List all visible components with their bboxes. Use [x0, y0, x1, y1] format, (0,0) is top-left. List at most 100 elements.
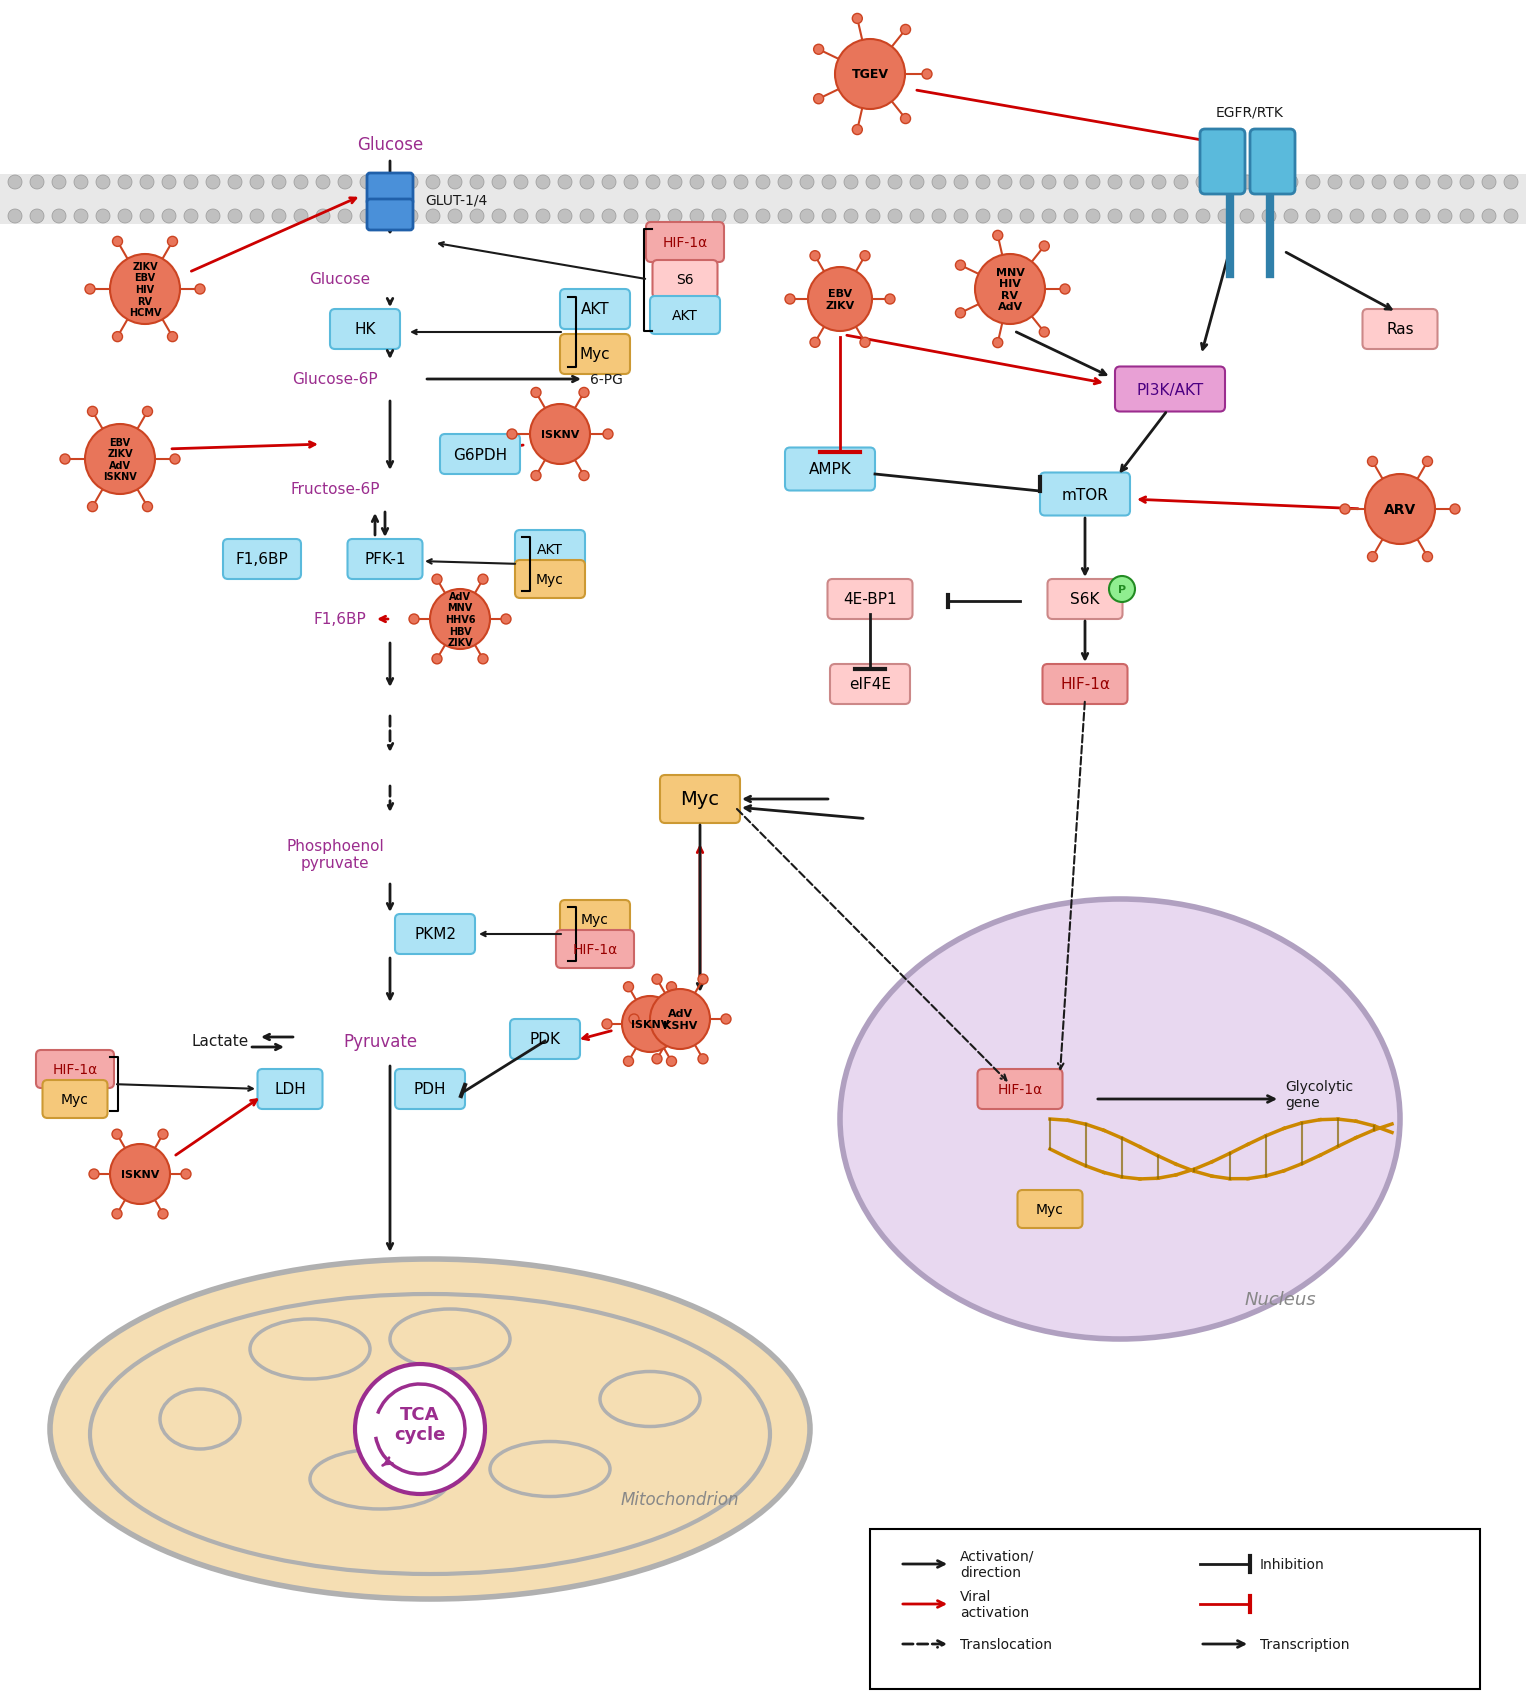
Circle shape: [227, 176, 243, 189]
Circle shape: [667, 1057, 676, 1067]
Circle shape: [272, 176, 285, 189]
Circle shape: [337, 176, 353, 189]
Text: G6PDH: G6PDH: [453, 447, 507, 463]
Circle shape: [1109, 577, 1135, 603]
Text: AKT: AKT: [671, 309, 697, 323]
Circle shape: [89, 1169, 99, 1180]
Circle shape: [531, 387, 542, 398]
Circle shape: [844, 210, 858, 224]
Circle shape: [432, 575, 443, 586]
Text: ZIKV
EBV
HIV
RV
HCMV: ZIKV EBV HIV RV HCMV: [128, 261, 162, 318]
Circle shape: [195, 285, 204, 295]
FancyBboxPatch shape: [1199, 130, 1245, 195]
FancyBboxPatch shape: [223, 539, 301, 580]
Circle shape: [835, 39, 905, 109]
Circle shape: [645, 176, 661, 189]
Circle shape: [784, 295, 795, 306]
Circle shape: [162, 210, 175, 224]
Circle shape: [975, 254, 1045, 324]
Circle shape: [185, 176, 198, 189]
Circle shape: [690, 176, 703, 189]
Circle shape: [110, 1144, 169, 1205]
Circle shape: [491, 210, 507, 224]
Circle shape: [250, 176, 264, 189]
Text: Activation/
direction: Activation/ direction: [960, 1548, 1035, 1579]
Circle shape: [734, 176, 748, 189]
Circle shape: [31, 210, 44, 224]
Text: HIF-1α: HIF-1α: [572, 942, 618, 956]
Circle shape: [111, 1209, 122, 1219]
Circle shape: [206, 210, 220, 224]
Circle shape: [623, 997, 678, 1053]
Circle shape: [559, 210, 572, 224]
Circle shape: [823, 210, 836, 224]
Text: Translocation: Translocation: [960, 1637, 1051, 1651]
Circle shape: [998, 210, 1012, 224]
Text: Glucose: Glucose: [310, 273, 371, 287]
Circle shape: [1019, 210, 1035, 224]
Circle shape: [1019, 176, 1035, 189]
Circle shape: [1064, 210, 1077, 224]
Circle shape: [295, 176, 308, 189]
Circle shape: [272, 210, 285, 224]
Circle shape: [885, 295, 896, 306]
Circle shape: [316, 210, 330, 224]
FancyBboxPatch shape: [560, 290, 630, 329]
Circle shape: [1108, 210, 1122, 224]
Circle shape: [1064, 176, 1077, 189]
Text: 4E-BP1: 4E-BP1: [844, 592, 897, 608]
FancyBboxPatch shape: [650, 297, 720, 335]
Circle shape: [409, 615, 420, 625]
Circle shape: [1039, 242, 1050, 253]
Text: ISKNV: ISKNV: [630, 1019, 670, 1029]
Text: GLUT-1/4: GLUT-1/4: [426, 193, 487, 207]
Circle shape: [601, 210, 617, 224]
FancyBboxPatch shape: [1116, 367, 1225, 413]
Circle shape: [603, 430, 613, 440]
FancyBboxPatch shape: [784, 449, 874, 492]
Circle shape: [162, 176, 175, 189]
Ellipse shape: [839, 900, 1399, 1340]
Circle shape: [8, 176, 21, 189]
Circle shape: [227, 210, 243, 224]
Circle shape: [52, 176, 66, 189]
Text: F1,6BP: F1,6BP: [235, 551, 288, 567]
Circle shape: [1328, 210, 1341, 224]
Text: MNV
HIV
RV
AdV: MNV HIV RV AdV: [995, 268, 1024, 312]
Circle shape: [778, 176, 792, 189]
Circle shape: [1218, 210, 1231, 224]
Circle shape: [491, 176, 507, 189]
Circle shape: [922, 70, 932, 80]
Circle shape: [426, 176, 439, 189]
Circle shape: [650, 990, 710, 1050]
Circle shape: [478, 654, 488, 664]
Circle shape: [977, 176, 990, 189]
Circle shape: [1306, 210, 1320, 224]
Circle shape: [73, 176, 89, 189]
Text: Inhibition: Inhibition: [1260, 1557, 1325, 1570]
Circle shape: [169, 454, 180, 464]
Ellipse shape: [50, 1260, 810, 1599]
Circle shape: [1129, 210, 1144, 224]
Circle shape: [449, 176, 462, 189]
FancyBboxPatch shape: [560, 901, 630, 939]
Circle shape: [667, 982, 676, 992]
Circle shape: [73, 210, 89, 224]
Circle shape: [601, 176, 617, 189]
Circle shape: [1437, 176, 1453, 189]
Circle shape: [1196, 176, 1210, 189]
Circle shape: [85, 285, 95, 295]
Circle shape: [713, 210, 726, 224]
Circle shape: [624, 1057, 633, 1067]
FancyBboxPatch shape: [1363, 309, 1437, 350]
Circle shape: [1372, 210, 1386, 224]
Circle shape: [888, 176, 902, 189]
Circle shape: [1152, 176, 1166, 189]
Text: Myc: Myc: [681, 790, 719, 809]
Circle shape: [755, 210, 771, 224]
Circle shape: [697, 975, 708, 985]
Circle shape: [629, 1014, 639, 1024]
Circle shape: [1460, 210, 1474, 224]
Circle shape: [861, 251, 870, 261]
Circle shape: [356, 1364, 485, 1494]
